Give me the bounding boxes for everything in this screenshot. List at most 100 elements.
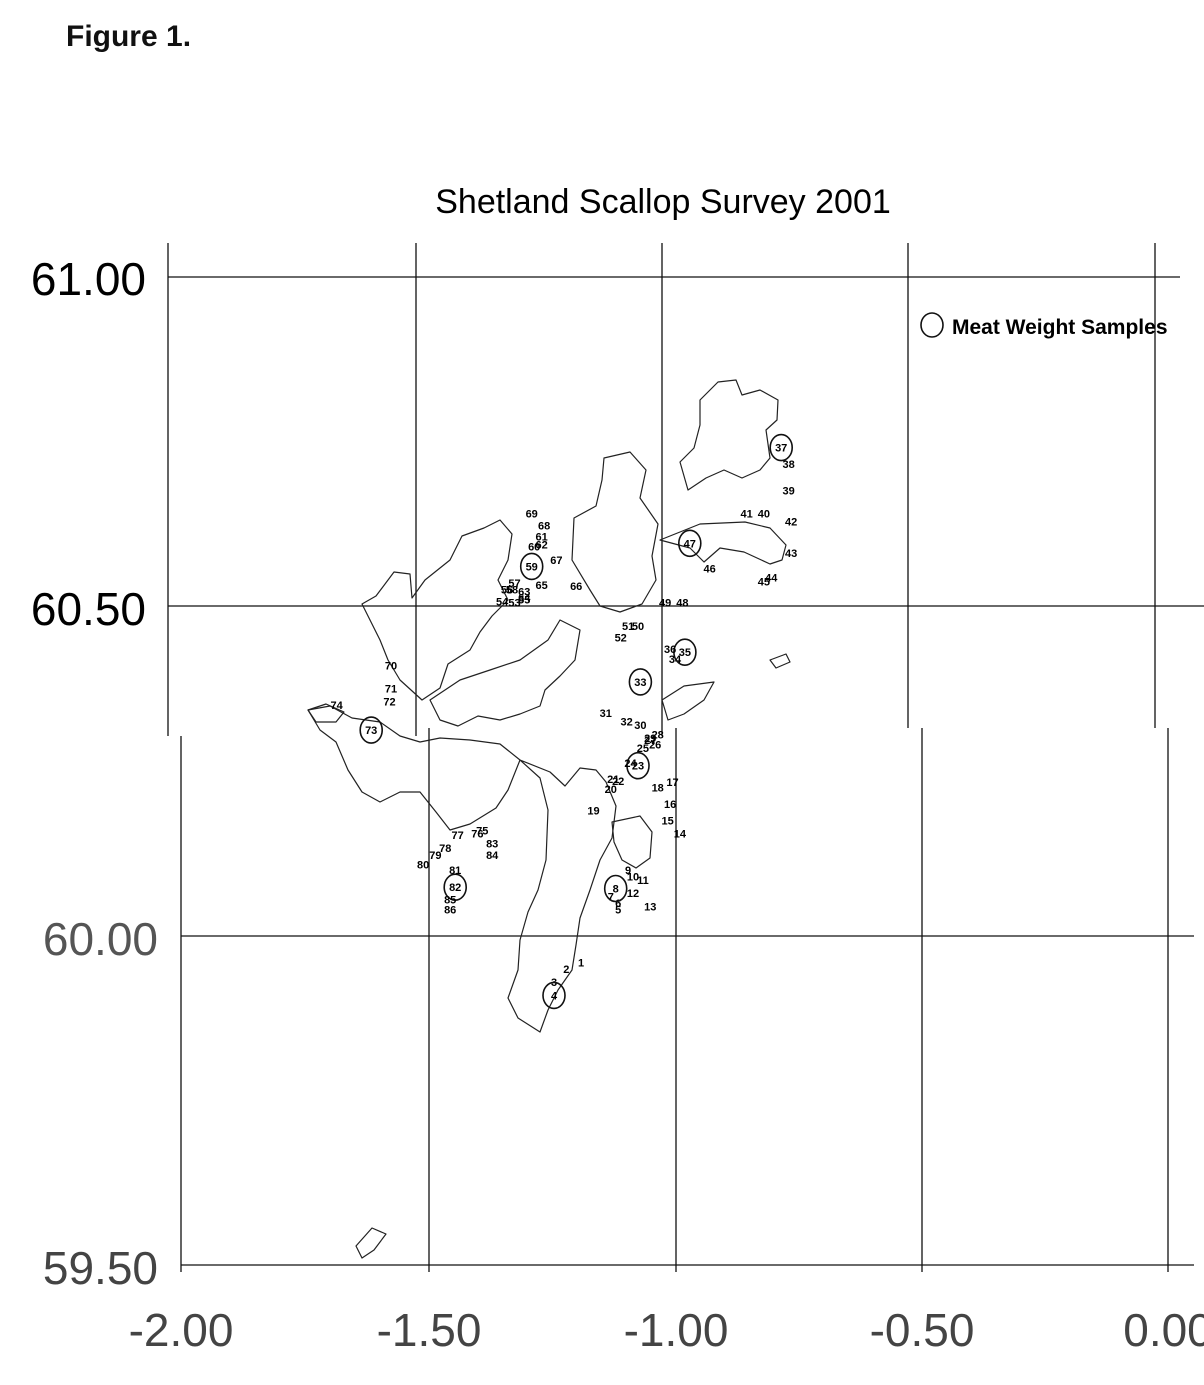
- meat-weight-sample-circle: [677, 529, 702, 558]
- station-label: 35: [679, 647, 691, 659]
- station-label: 43: [785, 548, 797, 560]
- station-label: 33: [634, 677, 646, 689]
- meat-weight-sample-circle: [603, 874, 628, 903]
- unst-coast: [679, 379, 779, 491]
- coastline: [307, 379, 791, 1259]
- station-label: 42: [785, 517, 797, 529]
- lat-tick-label: 60.50: [31, 583, 146, 635]
- legend-circle-icon: [920, 312, 944, 338]
- station-label: 83: [486, 839, 498, 851]
- lat-tick-label: 60.00: [43, 913, 158, 965]
- station-label: 26: [649, 740, 661, 752]
- fetlar-coast: [659, 521, 787, 565]
- station-label: 40: [758, 509, 770, 521]
- station-label: 85: [444, 895, 456, 907]
- station-label: 73: [365, 725, 377, 737]
- meat-weight-sample-circle: [443, 873, 468, 902]
- station-label: 15: [661, 816, 673, 828]
- station-label: 39: [782, 486, 794, 498]
- station-label: 53: [508, 598, 520, 610]
- meat-weight-sample-circle: [673, 638, 697, 667]
- station-label: 19: [587, 806, 599, 818]
- station-label: 5: [615, 905, 621, 917]
- station-label: 14: [674, 829, 687, 841]
- station-label: 16: [664, 799, 676, 811]
- fair-isle-coast: [355, 1227, 387, 1259]
- lat-tick-label: 59.50: [43, 1242, 158, 1294]
- longitude-axis-labels: -2.00 -1.50 -1.00 -0.50 0.00: [129, 1304, 1204, 1356]
- lon-tick-label: -1.00: [624, 1304, 729, 1356]
- station-label: 41: [740, 509, 752, 521]
- station-label: 47: [684, 538, 696, 550]
- station-label: 67: [550, 555, 562, 567]
- meat-weight-sample-circle: [519, 552, 544, 581]
- northmavine-coast: [361, 519, 513, 701]
- station-label: 37: [775, 443, 787, 455]
- station-label: 60: [528, 542, 540, 554]
- station-label: 25: [637, 743, 649, 755]
- station-label: 2: [563, 964, 569, 976]
- station-label: 8: [613, 884, 619, 896]
- station-label: 50: [632, 621, 644, 633]
- station-label: 22: [612, 776, 624, 788]
- meat-weight-sample-circle: [628, 668, 653, 696]
- station-label: 57: [508, 578, 520, 590]
- station-label: 75: [476, 825, 488, 837]
- station-label: 80: [417, 860, 429, 872]
- map-title: Shetland Scallop Survey 2001: [435, 183, 891, 221]
- meat-weight-sample-circle: [626, 751, 650, 780]
- graticule: [167, 243, 1204, 1272]
- station-label: 17: [666, 777, 678, 789]
- station-label: 24: [624, 758, 637, 770]
- station-label: 51: [622, 621, 634, 633]
- lon-tick-label: -0.50: [870, 1304, 975, 1356]
- lat-tick-label: 61.00: [31, 253, 146, 305]
- station-label: 72: [383, 697, 395, 709]
- station-label: 49: [659, 598, 671, 610]
- meat-weight-sample-circle: [359, 716, 384, 744]
- station-label: 84: [486, 850, 499, 862]
- whalsay-coast: [661, 681, 715, 721]
- station-label: 27: [644, 735, 656, 747]
- station-label: 62: [535, 540, 547, 552]
- station-label: 7: [608, 891, 614, 903]
- station-label: 1: [578, 957, 584, 969]
- station-label: 13: [644, 901, 656, 913]
- station-label: 55: [518, 594, 530, 606]
- station-label: 32: [620, 717, 632, 729]
- yell-coast: [571, 451, 659, 613]
- station-label: 30: [634, 720, 646, 732]
- station-label: 68: [538, 521, 550, 533]
- station-label: 54: [496, 596, 509, 608]
- lon-tick-label: 0.00: [1123, 1304, 1204, 1356]
- station-label: 61: [535, 532, 547, 544]
- stations-layer: 1234567891011121314151617181920212223242…: [330, 433, 797, 1010]
- legend: Meat Weight Samples: [920, 312, 1168, 339]
- latitude-axis-labels: 61.00 60.50 60.00 59.50: [31, 253, 158, 1294]
- station-label: 11: [637, 875, 649, 887]
- station-label: 77: [451, 830, 463, 842]
- station-label: 58: [506, 585, 518, 597]
- station-label: 9: [625, 865, 631, 877]
- station-label: 20: [605, 784, 617, 796]
- station-label: 66: [570, 581, 582, 593]
- station-label: 31: [600, 708, 612, 720]
- station-label: 78: [439, 843, 451, 855]
- station-label: 59: [526, 561, 538, 573]
- station-label: 18: [652, 783, 664, 795]
- station-label: 12: [627, 888, 639, 900]
- station-label: 6: [615, 898, 621, 910]
- mainland-north-coast: [429, 619, 581, 727]
- station-label: 48: [676, 598, 688, 610]
- station-label: 52: [615, 633, 627, 645]
- station-label: 69: [526, 509, 538, 521]
- station-label: 38: [782, 459, 794, 471]
- station-label: 28: [652, 730, 664, 742]
- island-east-coast: [769, 653, 791, 669]
- station-label: 63: [518, 587, 530, 599]
- lon-tick-label: -2.00: [129, 1304, 234, 1356]
- station-label: 86: [444, 905, 456, 917]
- meat-weight-sample-circle: [542, 981, 566, 1010]
- south-mainland-coast: [507, 759, 617, 1033]
- legend-label: Meat Weight Samples: [952, 316, 1168, 339]
